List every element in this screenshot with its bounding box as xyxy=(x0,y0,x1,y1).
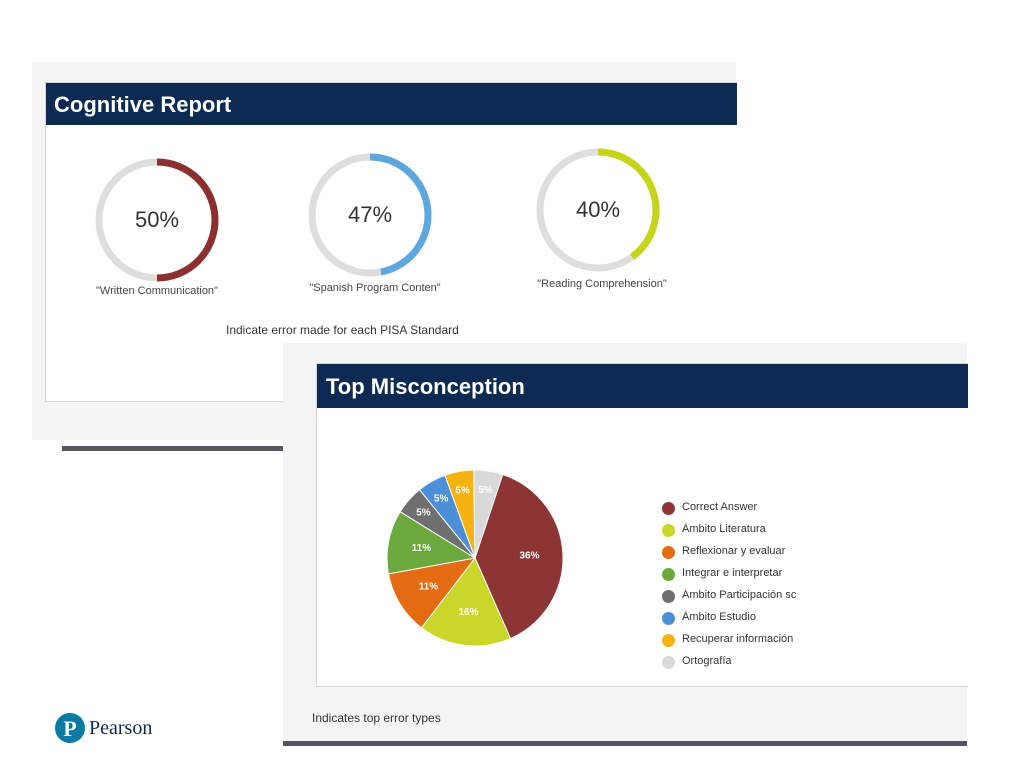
pie-slice[interactable] xyxy=(474,473,564,640)
legend-label: Ámbito Literatura xyxy=(682,523,766,535)
legend-swatch xyxy=(662,524,675,537)
gauge-arc xyxy=(369,153,432,276)
top-misconception-caption: Indicates top error types xyxy=(312,711,441,725)
pie-slice[interactable] xyxy=(420,557,512,647)
legend-swatch xyxy=(662,502,675,515)
panel-shadow-divider xyxy=(62,446,284,451)
cognitive-report-caption: Indicate error made for each PISA Standa… xyxy=(226,323,459,337)
pie-slice-label: 16% xyxy=(458,607,478,618)
legend-label: Recuperar información xyxy=(682,633,794,645)
legend-label: Correct Answer xyxy=(682,501,758,513)
legend-swatch xyxy=(662,546,675,559)
top-misconception-title: Top Misconception xyxy=(326,374,525,399)
gauge-percentage: 50% xyxy=(134,207,180,232)
legend-label: Reflexionar y evaluar xyxy=(682,545,786,557)
gauge-percentage: 47% xyxy=(347,202,393,227)
legend-swatch xyxy=(662,590,675,603)
gauge-arc xyxy=(156,158,219,282)
misconception-pie-chart: 36%16%11%11%5%5%5% 5% xyxy=(386,469,564,647)
legend-label: Ámbito Participación sc xyxy=(682,589,797,601)
legend-swatch xyxy=(662,634,675,647)
pie-slice[interactable] xyxy=(387,557,477,629)
gauge-spanish-program: 47% xyxy=(300,145,440,285)
pie-slice-label: 11% xyxy=(419,581,439,592)
pie-slice-label: 5% xyxy=(455,485,470,496)
pie-slice[interactable] xyxy=(473,469,504,559)
gauge-label: "Reading Comprehension" xyxy=(537,278,667,290)
cognitive-report-panel: Cognitive Report xyxy=(32,62,737,440)
pie-slice-label: 5% xyxy=(478,485,493,496)
gauge-written-communication: 50% xyxy=(87,150,227,290)
legend-swatch xyxy=(662,568,675,581)
top-misconception-panel: Top Misconception xyxy=(283,343,968,743)
pearson-logo-mark: P xyxy=(55,713,85,743)
pie-slice[interactable] xyxy=(386,511,477,575)
gauge-percentage: 40% xyxy=(575,197,621,222)
pearson-logo-wordmark: Pearson xyxy=(89,717,153,739)
pie-slice-label: 36% xyxy=(519,550,539,561)
legend-label: Integrar e interpretar xyxy=(682,567,783,579)
cognitive-report-title: Cognitive Report xyxy=(54,92,232,117)
pie-slice-label: 5% xyxy=(434,493,449,504)
legend-swatch xyxy=(662,656,675,669)
panel-shadow-divider xyxy=(283,741,967,746)
legend-label: Ámbito Estudio xyxy=(682,611,756,623)
gauge-reading-comprehension: 40% xyxy=(528,140,668,280)
gauge-label: "Written Communication" xyxy=(96,285,218,297)
legend-label: Ortografía xyxy=(682,655,732,667)
cognitive-report-header: Cognitive Report xyxy=(46,83,737,125)
gauge-arc xyxy=(597,148,660,260)
pie-slice-label: 5% xyxy=(416,508,431,519)
pie-slice-label: 11% xyxy=(412,543,432,554)
gauge-label: "Spanish Program Conten" xyxy=(309,282,441,294)
top-misconception-header: Top Misconception xyxy=(317,364,968,408)
legend-swatch xyxy=(662,612,675,625)
